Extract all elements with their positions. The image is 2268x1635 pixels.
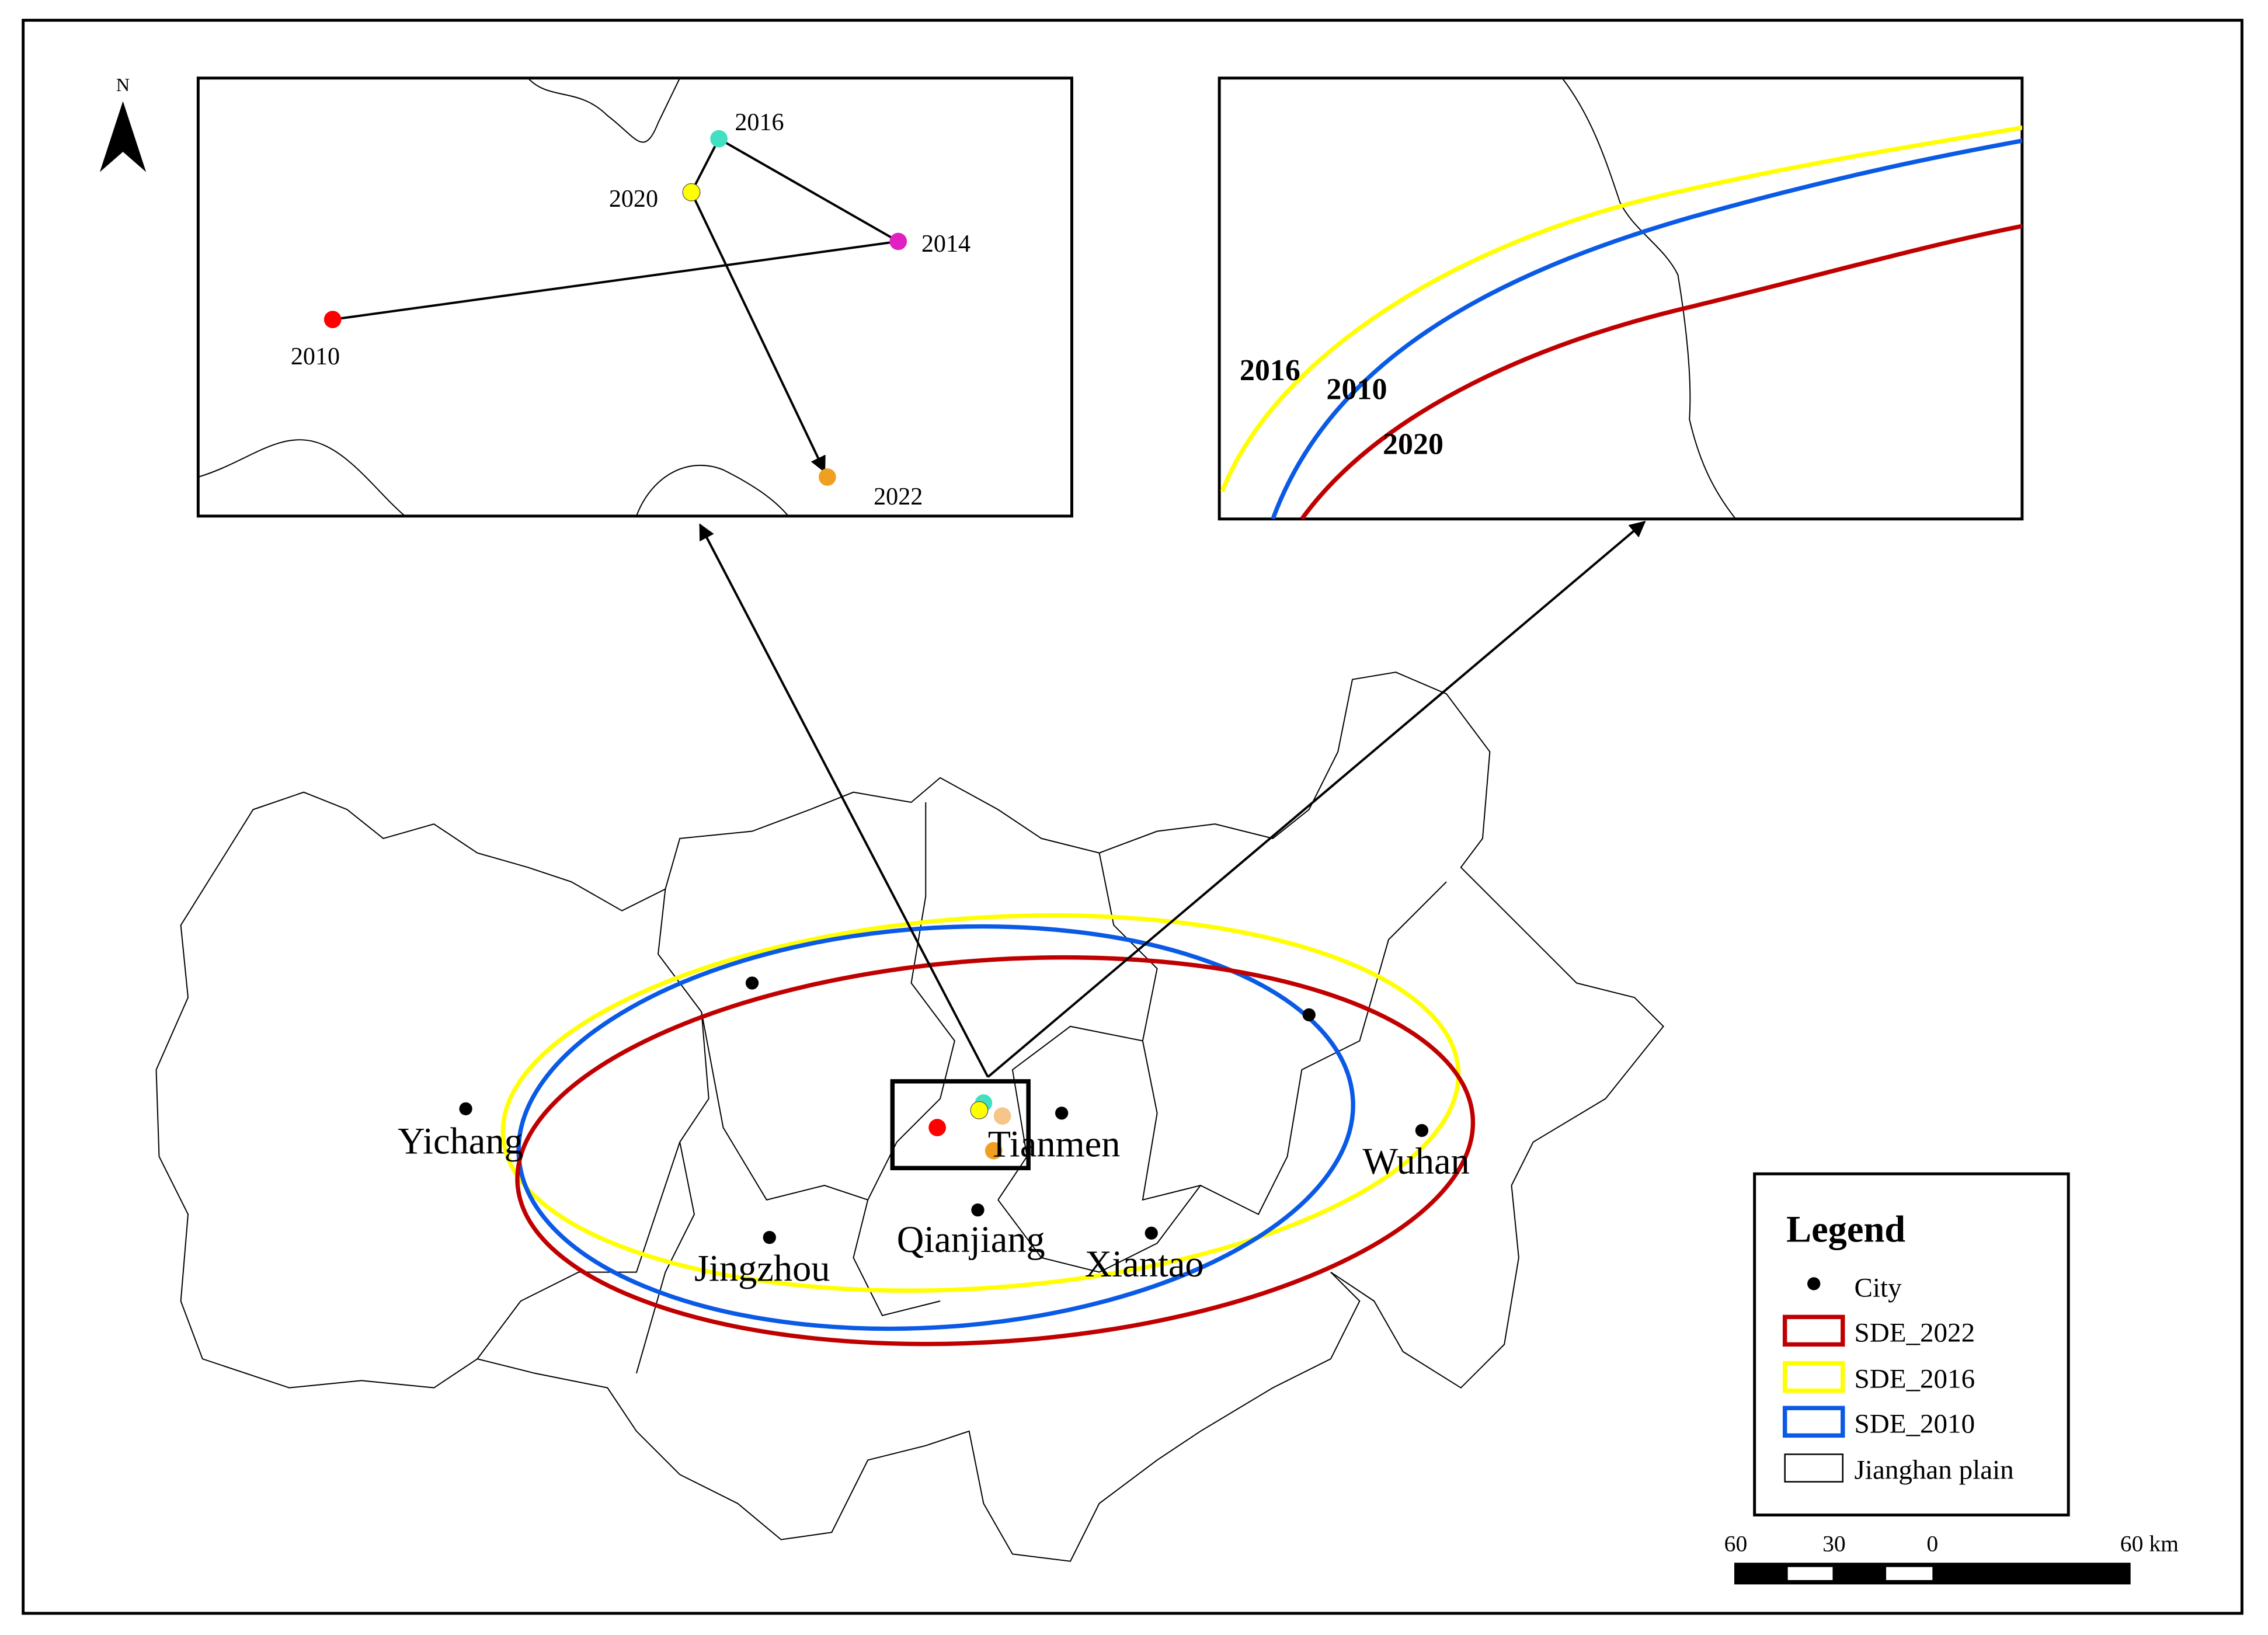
inset-curves bbox=[1220, 78, 2022, 519]
legend-item: Jianghan plain bbox=[1855, 1455, 2014, 1486]
trajectory-line bbox=[332, 137, 902, 321]
scale-label: 60 bbox=[1724, 1530, 1748, 1556]
city-dots bbox=[459, 976, 1429, 1244]
point-2016 bbox=[710, 130, 728, 148]
ellipse-year-label: 2010 bbox=[1326, 373, 1387, 406]
zoom-box bbox=[890, 1079, 1031, 1171]
arrow bbox=[699, 523, 989, 1078]
sde-2022-ellipse bbox=[515, 955, 1476, 1347]
legend-item: SDE_2016 bbox=[1855, 1364, 1975, 1394]
point-2022 bbox=[819, 468, 836, 486]
north-label: N bbox=[116, 74, 130, 95]
scale-bar: 60 30 0 60 km bbox=[1724, 1530, 2179, 1585]
legend-item: SDE_2010 bbox=[1855, 1408, 1975, 1439]
scale-label: 60 km bbox=[2120, 1530, 2179, 1556]
sde-2016-ellipse bbox=[500, 913, 1461, 1293]
year-label: 2010 bbox=[291, 343, 340, 370]
city-label: Wuhan bbox=[1362, 1140, 1469, 1182]
year-label: 2022 bbox=[874, 483, 923, 510]
year-label: 2016 bbox=[735, 109, 784, 136]
legend-title: Legend bbox=[1786, 1209, 1905, 1250]
center-2014 bbox=[993, 1107, 1011, 1125]
scale-label: 0 bbox=[1926, 1530, 1938, 1556]
scale-label: 30 bbox=[1822, 1530, 1846, 1556]
inset-boundaries bbox=[198, 78, 789, 516]
trajectory-arrow bbox=[690, 192, 826, 473]
city-label: Tianmen bbox=[988, 1123, 1121, 1165]
center-2010 bbox=[928, 1119, 946, 1136]
city-label: Yichang bbox=[398, 1121, 523, 1162]
city-label: Jingzhou bbox=[694, 1247, 830, 1289]
arrow bbox=[987, 520, 1646, 1078]
legend: Legend City SDE_2022 SDE_2016 SDE_2010 J… bbox=[1753, 1172, 2070, 1516]
ellipse-inset bbox=[1218, 76, 2024, 521]
ellipse-year-label: 2020 bbox=[1383, 427, 1443, 461]
point-2020 bbox=[682, 183, 701, 201]
legend-item: SDE_2022 bbox=[1855, 1317, 1975, 1348]
point-2010 bbox=[323, 311, 342, 328]
ellipse-year-label: 2016 bbox=[1240, 354, 1300, 387]
legend-item: City bbox=[1855, 1273, 1902, 1303]
city-label: Qianjiang bbox=[897, 1219, 1045, 1260]
year-label: 2020 bbox=[609, 185, 658, 213]
city-label: Xiantao bbox=[1085, 1243, 1204, 1285]
north-arrow bbox=[99, 101, 147, 172]
year-label: 2014 bbox=[921, 230, 970, 258]
center-2022 bbox=[985, 1142, 1003, 1160]
trajectory-inset bbox=[196, 76, 1073, 518]
center-2020 bbox=[970, 1101, 989, 1119]
point-2014 bbox=[889, 232, 907, 251]
